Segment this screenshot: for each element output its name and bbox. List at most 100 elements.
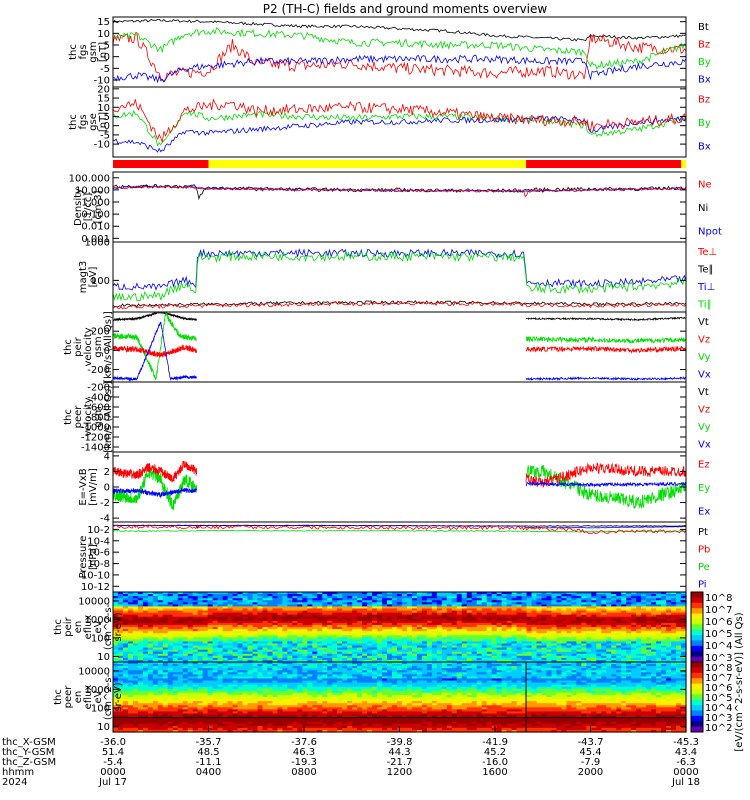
heatmap-cell [406,647,413,651]
heatmap-cell [217,711,224,715]
heatmap-cell [212,639,219,643]
heatmap-cell [566,598,572,601]
heatmap-cell [262,622,269,626]
heatmap-cell [441,618,448,622]
heatmap-cell [177,651,184,655]
heatmap-cell [347,647,353,651]
heatmap-cell [167,719,174,723]
heatmap-cell [177,729,184,733]
heatmap-cell [671,641,677,645]
heatmap-cell [446,643,453,647]
heatmap-cell [202,713,209,717]
heatmap-cell [566,616,572,620]
heatmap-cell [446,616,453,620]
heatmap-cell [152,670,159,673]
heatmap-cell [147,620,154,624]
heatmap-cell [137,682,144,686]
heatmap-cell [142,686,149,690]
heatmap-cell [451,637,458,640]
heatmap-cell [302,635,308,638]
heatmap-cell [496,657,503,661]
heatmap-cell [476,614,483,618]
heatmap-cell [387,616,393,620]
heatmap-cell [197,624,204,628]
y-tick-label: 10000 [78,596,110,607]
heatmap-cell [397,594,403,597]
heatmap-cell [397,659,403,663]
heatmap-cell [516,606,523,610]
heatmap-cell [656,641,662,645]
heatmap-cell [591,612,597,616]
heatmap-cell [372,627,378,630]
heatmap-cell [132,662,139,665]
heatmap-cell [416,614,423,618]
heatmap-cell [192,694,199,698]
heatmap-cell [486,618,493,622]
heatmap-cell [641,614,647,618]
heatmap-cell [387,622,393,626]
heatmap-cell [536,616,543,620]
heatmap-cell [506,612,513,616]
heatmap-cell [232,643,239,647]
heatmap-cell [536,651,543,655]
y-label-line: [mV/m] [88,468,99,506]
heatmap-cell [426,647,433,651]
heatmap-cell [242,649,249,653]
heatmap-cell [506,598,513,601]
heatmap-cell [426,653,433,657]
heatmap-cell [167,688,174,692]
heatmap-cell [441,612,448,616]
heatmap-cell [546,647,553,651]
heatmap-cell [471,606,478,610]
heatmap-cell [441,635,448,638]
heatmap-cell [152,606,159,610]
heatmap-cell [611,622,617,626]
heatmap-cell [352,606,358,610]
y-tick-label: -200 [87,365,110,376]
heatmap-cell [596,592,602,595]
heatmap-cell [581,614,587,618]
heatmap-cell [282,649,288,653]
heatmap-cell [661,649,667,653]
heatmap-cell [222,717,229,721]
heatmap-cell [631,631,637,634]
heatmap-cell [382,651,388,655]
heatmap-cell [431,659,438,663]
heatmap-cell [162,622,169,626]
heatmap-cell [142,727,149,731]
heatmap-cell [122,641,129,645]
heatmap-cell [162,662,169,665]
heatmap-cell [292,657,298,661]
heatmap-cell [411,624,418,628]
heatmap-cell [157,703,164,706]
heatmap-cell [621,602,627,605]
heatmap-cell [506,627,513,630]
panel-frame [112,171,687,243]
heatmap-cell [307,641,313,645]
heatmap-cell [117,715,124,719]
heatmap-cell [207,598,214,601]
heatmap-cell [337,649,343,653]
heatmap-cell [192,608,199,612]
heatmap-cell [222,684,229,688]
heatmap-cell [192,637,199,640]
heatmap-cell [202,666,209,669]
heatmap-cell [217,709,224,713]
heatmap-cell [377,624,383,628]
heatmap-cell [197,649,204,653]
heatmap-cell [122,709,129,713]
heatmap-cell [591,602,597,605]
heatmap-cell [157,729,164,733]
heatmap-cell [431,618,438,622]
heatmap-cell [292,616,298,620]
heatmap-cell [641,602,647,605]
heatmap-cell [461,598,468,601]
heatmap-cell [287,649,293,653]
heatmap-cell [581,643,587,647]
heatmap-cell [227,598,234,601]
heatmap-cell [217,727,224,731]
series-Bz-line [112,32,687,81]
heatmap-cell [541,643,548,647]
heatmap-cell [571,653,577,657]
heatmap-cell [127,694,134,698]
